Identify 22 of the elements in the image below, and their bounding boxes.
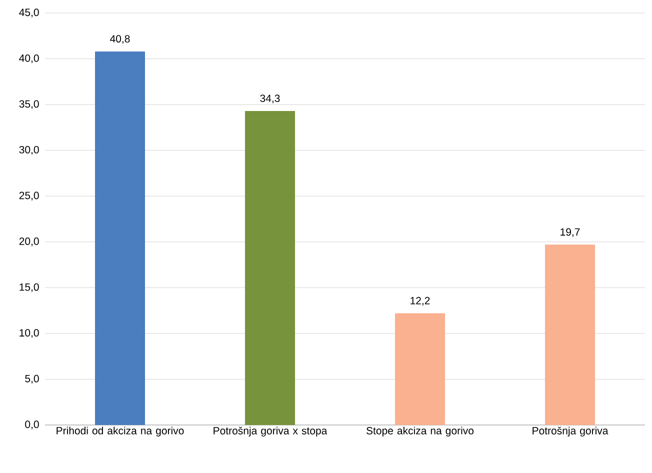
x-tick-label: Potrošnja goriva x stopa [214,426,328,437]
x-tick-label: Potrošnja goriva [532,426,608,437]
y-tick-label: 0,0 [25,420,39,430]
y-tick-label: 20,0 [19,238,39,246]
data-label: 34,3 [260,94,280,104]
y-tick-label: 25,0 [19,192,39,200]
data-label: 19,7 [560,228,580,237]
y-tick-label: 10,0 [20,329,39,338]
y-tick-label: 30,0 [19,146,39,155]
data-label: 12,2 [410,296,430,306]
bar [395,313,446,425]
y-tick-label: 35,0 [19,100,39,109]
x-tick-label: Stope akciza na gorivo [366,426,474,436]
y-tick-label: 5,0 [25,374,39,384]
bar [545,244,596,425]
bar [245,110,295,425]
bar [95,51,145,425]
data-label: 40,8 [110,35,130,44]
y-tick-label: 15,0 [20,283,39,292]
y-tick-label: 40,0 [19,54,39,64]
x-tick-label: Prihodi od akciza na gorivo [56,426,184,436]
y-tick-label: 45,0 [19,8,39,18]
